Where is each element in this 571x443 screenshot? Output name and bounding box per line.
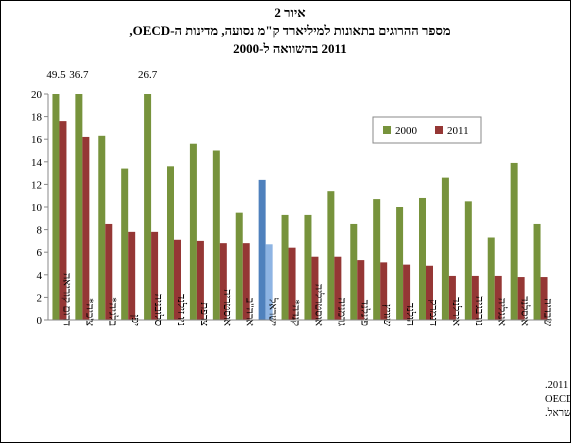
x-tick-label: סלובניה xyxy=(152,294,164,326)
bar xyxy=(219,243,227,320)
x-tick-label: אוסטריה xyxy=(221,289,233,326)
bar xyxy=(311,256,319,320)
x-tick-label: שבדיה xyxy=(542,298,554,326)
x-tick-label: אנגליה xyxy=(496,298,508,327)
bar xyxy=(327,191,335,320)
bar xyxy=(517,277,525,320)
bar xyxy=(487,237,495,320)
bar xyxy=(510,162,518,320)
y-tick-label: 8 xyxy=(37,225,43,237)
x-tick-label: שוויץ xyxy=(381,304,393,326)
bar xyxy=(540,277,548,320)
x-tick-label: אוסטרליה xyxy=(312,284,324,326)
y-tick-label: 16 xyxy=(31,134,43,146)
bar xyxy=(350,223,358,320)
bar xyxy=(105,223,113,320)
bar xyxy=(448,275,456,320)
footnote: מקור: OECD (2013), Road Safety Annual Re… xyxy=(545,394,571,405)
x-tick-label: גרמניה xyxy=(335,298,347,327)
chart-title: 2011 בהשוואה ל-2000 xyxy=(233,41,347,56)
y-tick-label: 4 xyxy=(37,270,43,282)
value-label: 26.7 xyxy=(138,69,158,81)
x-tick-label: בלגיה* xyxy=(106,297,118,326)
x-tick-label: איסלנד xyxy=(519,296,531,326)
bar xyxy=(380,262,388,320)
bar xyxy=(174,239,181,320)
value-label: 49.5 xyxy=(46,69,66,81)
bar-area xyxy=(52,94,548,320)
bar xyxy=(59,121,67,320)
bar xyxy=(151,231,159,320)
x-tick-label: נורבגיה xyxy=(473,296,485,326)
bar xyxy=(464,201,472,320)
x-tick-label: אירלנד xyxy=(450,297,462,326)
y-tick-label: 14 xyxy=(31,157,43,169)
bar xyxy=(258,179,266,320)
x-tick-label: דנמרק xyxy=(427,299,439,326)
bar xyxy=(265,244,273,320)
bar xyxy=(471,275,479,320)
legend-label: 2011 xyxy=(447,125,469,137)
y-tick-label: 18 xyxy=(31,112,43,124)
y-tick-label: 6 xyxy=(37,247,43,259)
y-tick-label: 0 xyxy=(37,315,43,327)
bar xyxy=(242,243,250,320)
y-tick-label: 12 xyxy=(31,179,42,191)
y-tick-label: 2 xyxy=(37,292,43,304)
bar xyxy=(288,247,296,320)
chart-title: איור 2 xyxy=(274,5,305,20)
x-tick-label: דרום קוריאה xyxy=(60,273,72,326)
bar xyxy=(196,240,204,320)
bar xyxy=(334,256,342,320)
bar xyxy=(75,94,83,320)
bar xyxy=(357,260,365,320)
x-tick-label: הולנד xyxy=(404,303,416,326)
bar xyxy=(304,214,312,320)
x-tick-label: צ'כיה* xyxy=(83,298,95,326)
bar xyxy=(121,168,129,320)
legend-swatch xyxy=(435,126,443,134)
bar xyxy=(396,207,404,320)
legend-swatch xyxy=(383,126,391,134)
bar xyxy=(98,135,106,320)
bar xyxy=(235,212,243,320)
bar xyxy=(419,197,426,320)
x-tick-label: צרפת xyxy=(198,302,210,326)
legend-label: 2000 xyxy=(395,125,418,137)
bar xyxy=(128,231,136,320)
x-tick-label: פינלנד xyxy=(358,300,370,326)
x-tick-label: קנדה* xyxy=(290,299,302,326)
x-tick-label: ישראל xyxy=(267,297,279,326)
x-tick-label: ארה"ב xyxy=(244,298,256,327)
x-tick-label: ניו זילנד xyxy=(175,294,187,326)
footnote: * מדינות שהנתונים הזמינים עבורן מתייחסים… xyxy=(545,379,571,391)
bar xyxy=(373,199,381,320)
bar xyxy=(167,166,174,320)
bar xyxy=(281,214,289,320)
bar xyxy=(212,150,220,320)
bar xyxy=(441,177,449,320)
bar xyxy=(403,264,411,320)
bar xyxy=(52,94,60,320)
bar xyxy=(426,265,433,320)
footnote: Database (IRTAD) ועיבודי בנק ישראל. xyxy=(545,407,571,419)
bar xyxy=(144,94,152,320)
bar xyxy=(189,143,197,320)
value-label: 36.7 xyxy=(69,69,89,81)
y-tick-label: 10 xyxy=(31,202,43,214)
bar xyxy=(82,136,90,320)
chart-title: מספר ההרוגים בתאונות למיליארד ק"מ נסועה,… xyxy=(129,23,450,38)
bar xyxy=(533,223,541,320)
bar xyxy=(494,275,502,320)
y-tick-label: 20 xyxy=(31,89,43,101)
